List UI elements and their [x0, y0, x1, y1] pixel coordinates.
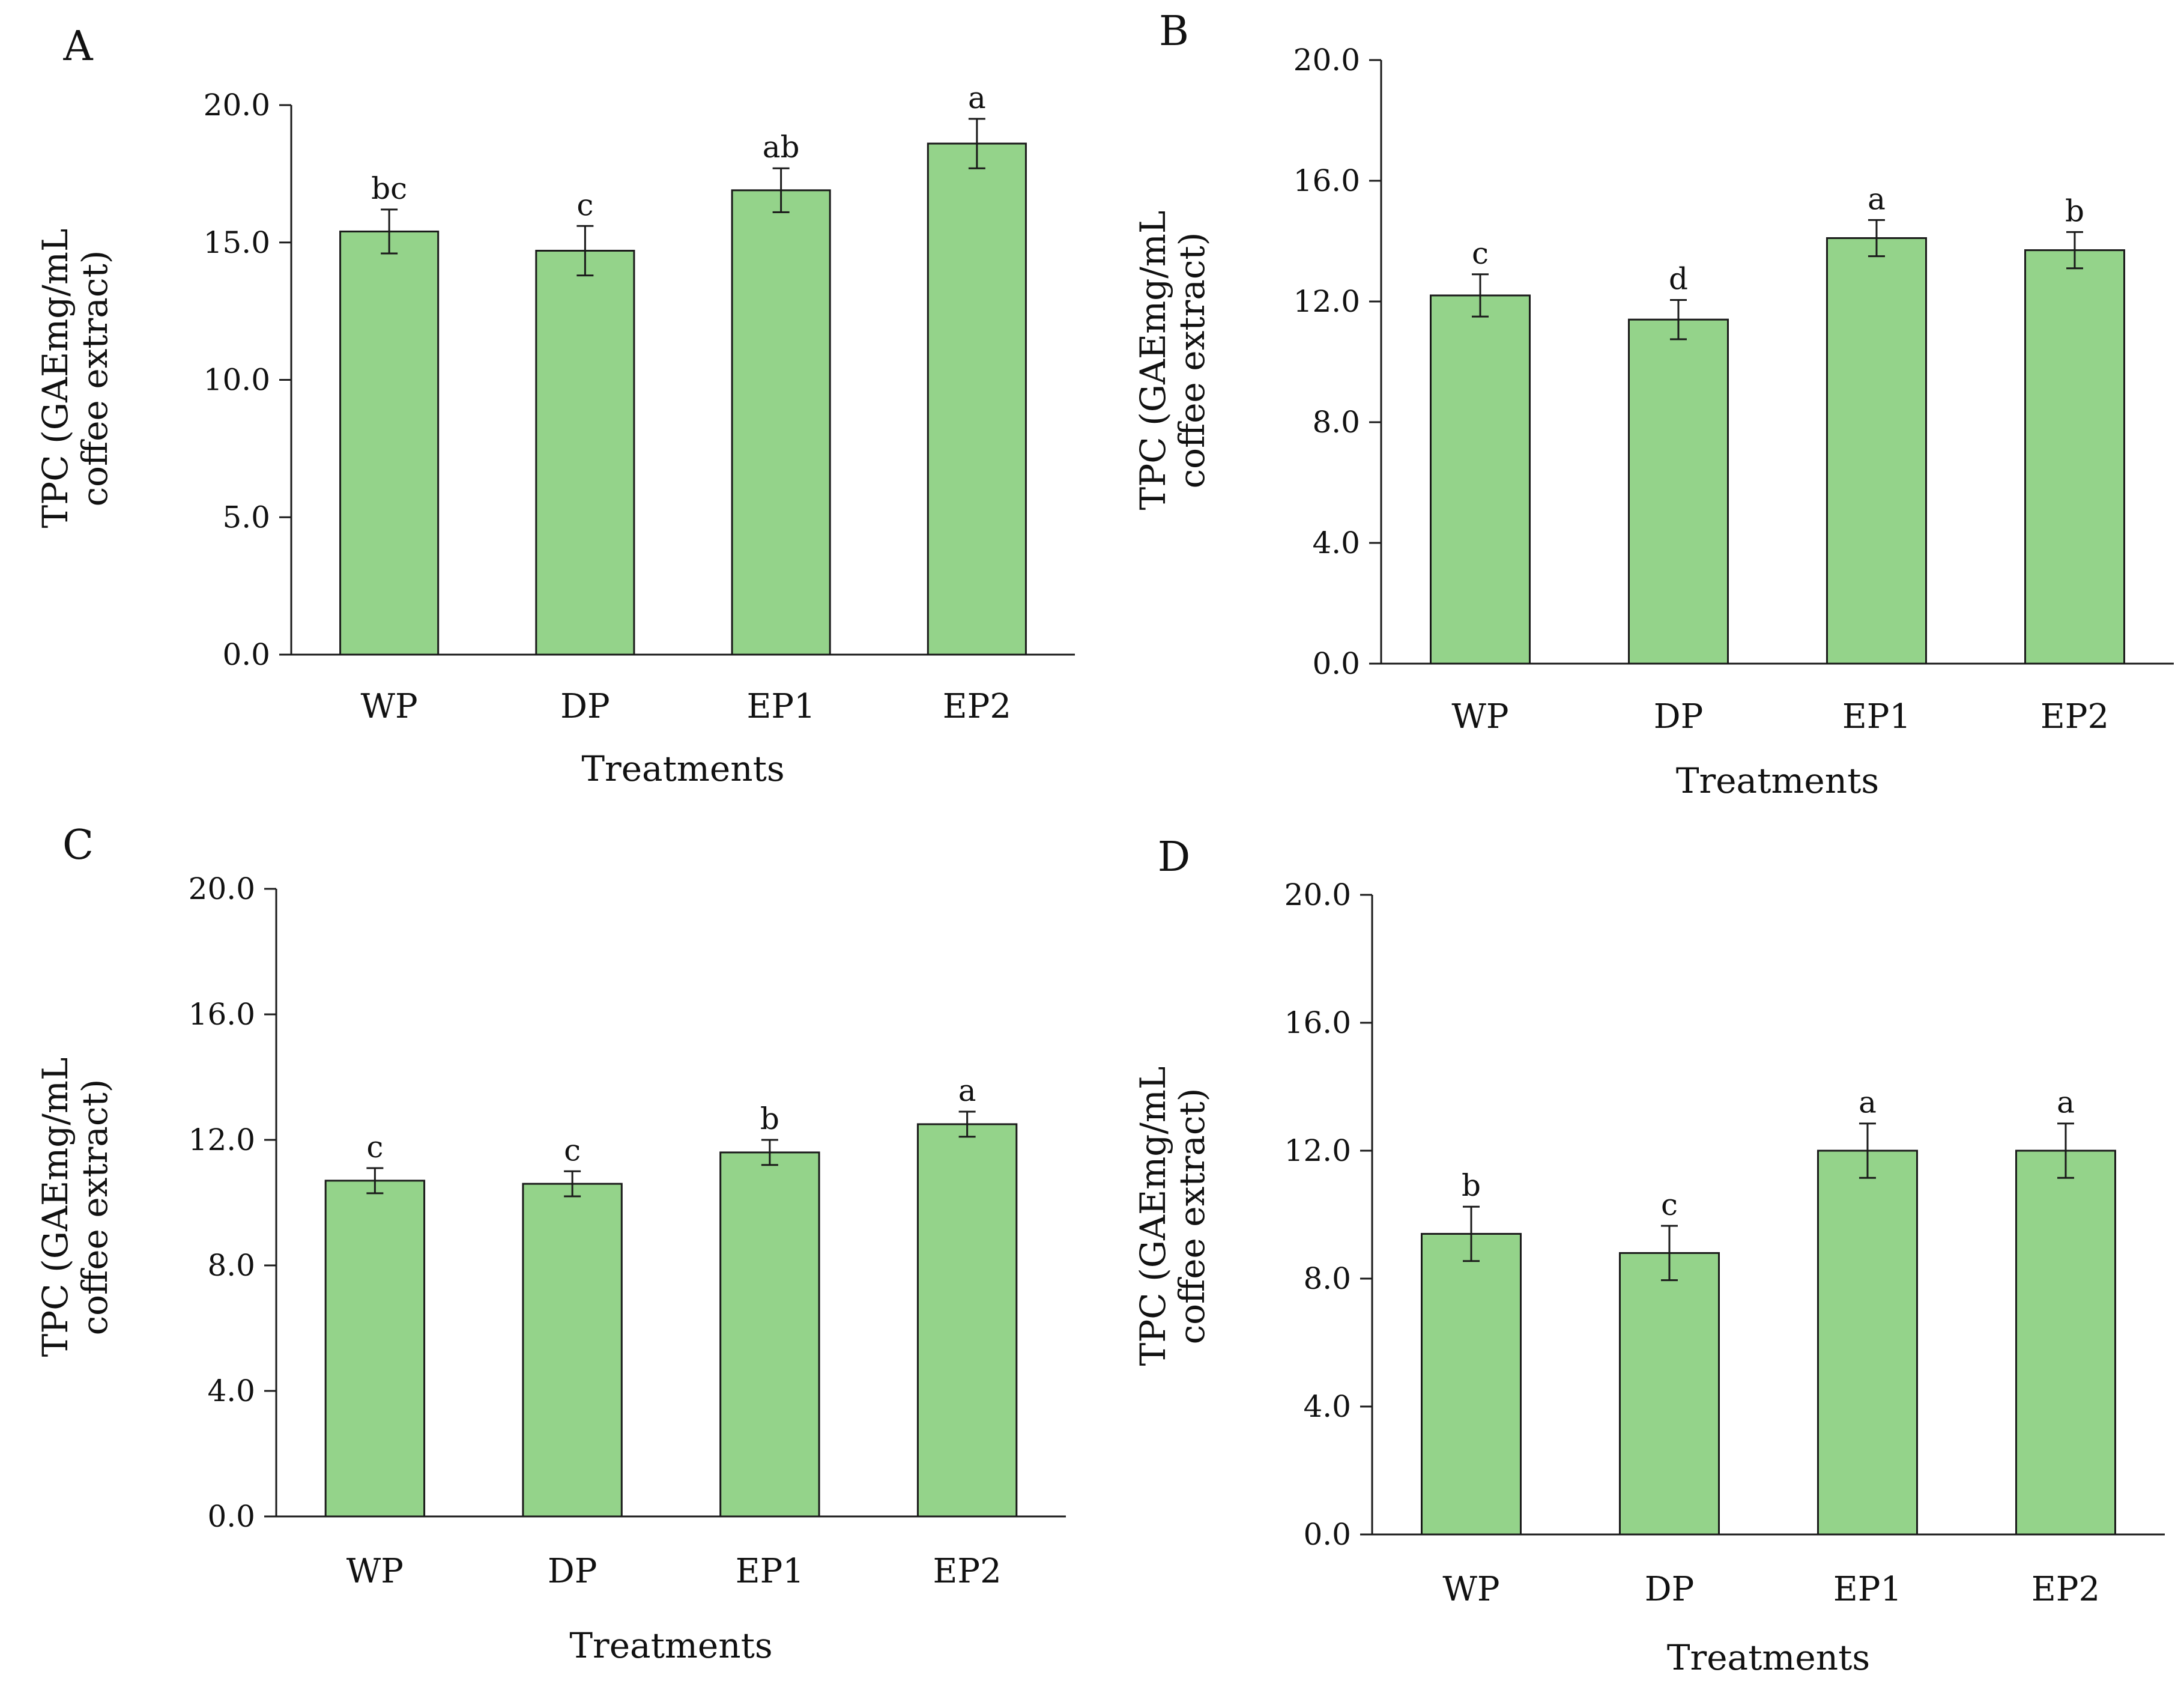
bar-ep2 [916, 1123, 1018, 1518]
bar-ep2 [2015, 1149, 2116, 1536]
y-tick-label: 16.0 [1284, 1005, 1351, 1040]
y-tick-label: 8.0 [207, 1248, 255, 1283]
x-tick-label: WP [346, 1552, 404, 1591]
x-tick-label: DP [548, 1552, 597, 1591]
bar-ep1 [719, 1151, 820, 1518]
y-tick-label: 20.0 [1284, 877, 1351, 912]
x-tick-label: EP1 [1833, 1570, 1902, 1609]
y-tick-label: 4.0 [1312, 525, 1360, 560]
significance-label: b [2065, 193, 2084, 228]
bar-ep1 [1817, 1149, 1918, 1536]
y-tick-label: 16.0 [189, 997, 255, 1032]
significance-label: d [1669, 261, 1688, 296]
x-axis-title: Treatments [1676, 760, 1879, 801]
bar-dp [1628, 318, 1729, 665]
x-tick-label: DP [1654, 697, 1704, 736]
significance-label: c [1661, 1187, 1678, 1222]
x-axis-title: Treatments [569, 1625, 772, 1666]
x-tick-label: EP2 [933, 1552, 1002, 1591]
panel-letter: D [1158, 834, 1191, 881]
panel-letter: A [62, 23, 93, 70]
bar-wp [1430, 294, 1531, 665]
x-tick-label: EP1 [747, 687, 815, 726]
y-tick-label: 16.0 [1293, 163, 1360, 198]
x-tick-label: EP1 [736, 1552, 804, 1591]
x-tick-label: EP2 [943, 687, 1011, 726]
x-tick-label: DP [560, 687, 610, 726]
significance-label: b [760, 1101, 779, 1136]
y-tick-label: 12.0 [189, 1122, 255, 1157]
y-tick-label: 15.0 [204, 225, 270, 260]
x-tick-label: EP1 [1842, 697, 1911, 736]
significance-label: b [1462, 1168, 1481, 1203]
bar-ep1 [1826, 237, 1927, 665]
bar-dp [1619, 1252, 1720, 1536]
y-tick-label: 12.0 [1284, 1133, 1351, 1168]
panel-letter: B [1159, 8, 1189, 55]
y-tick-label: 4.0 [207, 1374, 255, 1408]
y-axis-title-line2: coffee extract) [74, 250, 115, 507]
bar-wp [324, 1180, 426, 1518]
x-tick-label: WP [1442, 1570, 1499, 1609]
y-tick-label: 8.0 [1303, 1261, 1351, 1296]
y-tick-label: 20.0 [204, 88, 270, 123]
bar-ep2 [2024, 249, 2125, 665]
y-axis-title-line1: TPC (GAEmg/mL [1133, 211, 1173, 510]
significance-label: a [1859, 1085, 1877, 1120]
chart-panel-d: D 0.0 4.0 8.0 12.0 16.0 20.0 TPC (GAEmg/mLcoffe… [1133, 834, 2165, 1678]
panel-letter: C [62, 822, 94, 869]
y-tick-label: 10.0 [204, 363, 270, 398]
y-tick-label: 20.0 [189, 871, 255, 906]
chart-panel-c: C 0.0 4.0 8.0 12.0 16.0 20.0 TPC (GAEmg/mLcoffe… [35, 822, 1066, 1666]
significance-label: ab [763, 130, 800, 165]
chart-panel-b: B 0.0 4.0 8.0 12.0 16.0 20.0 TPC (GAEmg/mLcoffe… [1133, 8, 2174, 801]
bar-ep2 [927, 142, 1027, 656]
bar-ep1 [731, 189, 831, 656]
y-axis-title-line2: coffee extract) [1172, 232, 1212, 489]
y-axis-title-line1: TPC (GAEmg/mL [1133, 1067, 1173, 1366]
y-tick-label: 0.0 [207, 1499, 255, 1534]
y-tick-label: 0.0 [1303, 1517, 1351, 1552]
bar-dp [522, 1183, 623, 1518]
significance-label: a [958, 1073, 976, 1108]
y-tick-label: 12.0 [1293, 284, 1360, 319]
y-tick-label: 0.0 [222, 637, 270, 672]
y-tick-label: 20.0 [1293, 43, 1360, 77]
x-tick-label: EP2 [2031, 1570, 2100, 1609]
x-tick-label: WP [361, 687, 418, 726]
y-tick-label: 8.0 [1312, 405, 1360, 440]
y-axis-title-line1: TPC (GAEmg/mL [35, 1058, 76, 1357]
bar-dp [535, 249, 635, 656]
y-axis-title-line1: TPC (GAEmg/mL [35, 229, 76, 529]
x-tick-label: EP2 [2040, 697, 2109, 736]
y-tick-label: 0.0 [1312, 646, 1360, 681]
x-tick-label: WP [1451, 697, 1508, 736]
significance-label: c [564, 1133, 581, 1168]
y-axis-title-line2: coffee extract) [74, 1079, 115, 1336]
y-tick-label: 5.0 [222, 500, 270, 535]
significance-label: c [366, 1130, 383, 1165]
x-axis-title: Treatments [1667, 1637, 1870, 1678]
significance-label: a [2057, 1085, 2075, 1120]
x-axis-title: Treatments [581, 748, 784, 789]
x-tick-label: DP [1645, 1570, 1695, 1609]
significance-label: c [1472, 236, 1489, 271]
significance-label: bc [371, 171, 407, 206]
bar-wp [339, 230, 440, 656]
bar-wp [1421, 1232, 1522, 1536]
y-tick-label: 4.0 [1303, 1389, 1351, 1424]
y-axis-title-line2: coffee extract) [1172, 1088, 1212, 1345]
significance-label: a [1868, 181, 1886, 216]
significance-label: c [576, 187, 593, 222]
significance-label: a [968, 80, 986, 115]
